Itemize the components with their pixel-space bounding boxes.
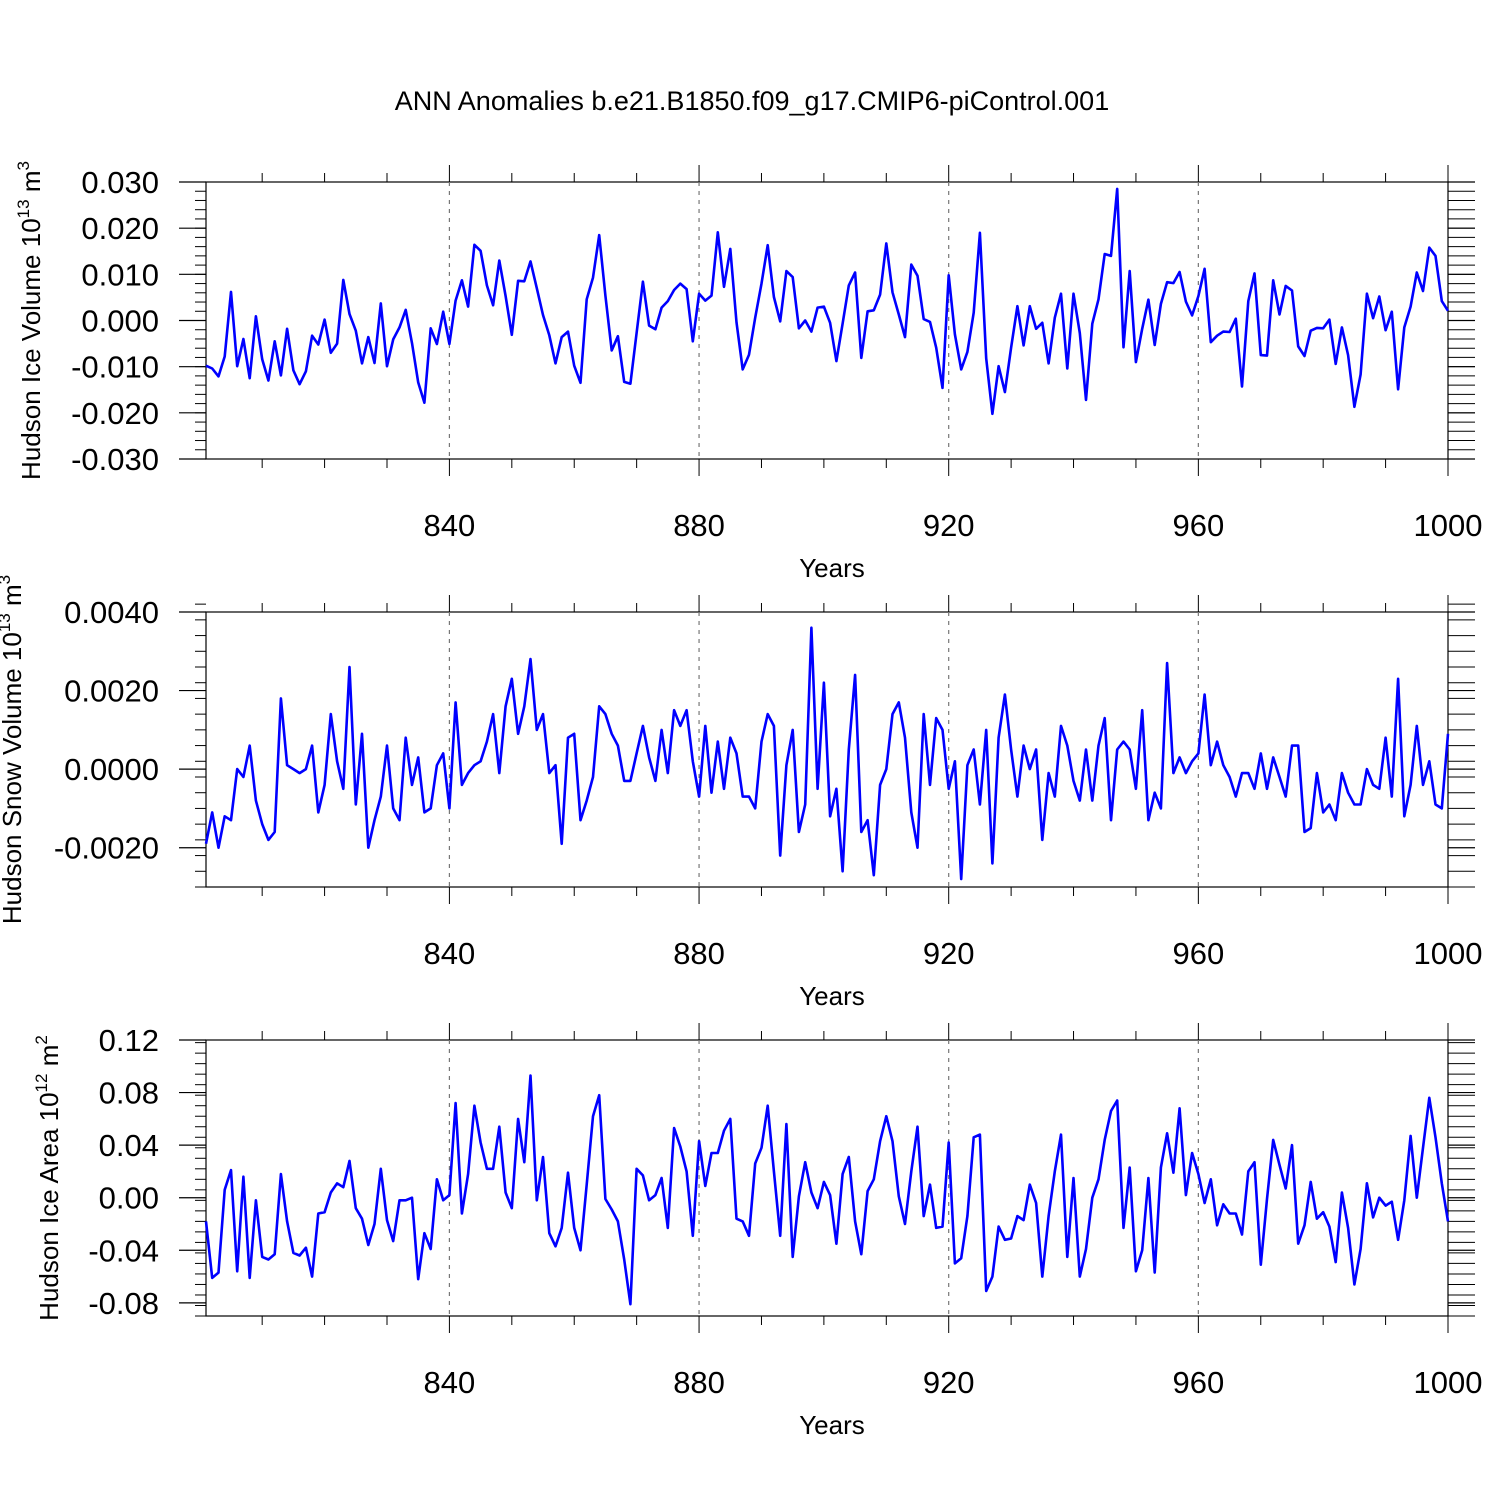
x-tick-label: 920 (923, 1365, 975, 1400)
y-axis-unit-exponent: 13 (0, 613, 14, 632)
y-tick-label: 0.00 (99, 1181, 159, 1216)
y-axis-unit-power: 3 (0, 575, 14, 584)
y-tick-label: 0.12 (99, 1023, 159, 1058)
x-axis-label: Years (799, 553, 865, 583)
series-line (205, 187, 1450, 416)
y-axis-label-text: Hudson Ice Area 10 (34, 1092, 64, 1320)
y-tick-label: 0.010 (81, 257, 159, 292)
y-axis-unit: m (0, 584, 27, 613)
figure-title: ANN Anomalies b.e21.B1850.f09_g17.CMIP6-… (395, 86, 1109, 116)
x-tick-label: 1000 (1414, 936, 1483, 971)
panel-ice-area: 840 880 920 960 1000 -0.08 -0.04 0.00 0.04 0.08 0.… (32, 1023, 1482, 1440)
plot-frame (205, 611, 1449, 888)
y-tick-label: -0.020 (71, 396, 159, 431)
y-tick-label: 0.0000 (64, 752, 159, 787)
y-tick-label: 0.0040 (64, 595, 159, 630)
x-axis-label: Years (799, 981, 865, 1011)
y-axis-unit: m (34, 1045, 64, 1074)
x-tick-label: 840 (424, 1365, 476, 1400)
plot-frame (205, 181, 1449, 460)
x-tick-label: 1000 (1414, 1365, 1483, 1400)
x-tick-label: 920 (923, 508, 975, 543)
y-axis-label: Hudson Snow Volume 1013 m3 (0, 575, 27, 924)
y-axis-unit: m (16, 171, 46, 200)
x-tick-label: 1000 (1414, 508, 1483, 543)
y-axis-unit-power: 2 (32, 1035, 51, 1044)
x-tick-label: 960 (1172, 1365, 1224, 1400)
y-axis-label: Hudson Ice Volume 1013 m3 (14, 161, 46, 480)
y-axis-unit-exponent: 13 (14, 199, 33, 218)
y-tick-label: 0.000 (81, 304, 159, 339)
series-line (204, 1074, 1450, 1306)
y-axis-label: Hudson Ice Area 1012 m2 (32, 1035, 64, 1321)
x-tick-label: 840 (424, 936, 476, 971)
series-line (204, 626, 1450, 881)
y-axis-unit-exponent: 12 (32, 1074, 51, 1093)
x-axis-label: Years (799, 1410, 865, 1440)
x-tick-label: 880 (673, 1365, 725, 1400)
y-tick-label: -0.030 (71, 442, 159, 477)
plot-frame (205, 1039, 1449, 1317)
y-tick-label: 0.0020 (64, 674, 159, 709)
x-tick-label: 880 (673, 936, 725, 971)
panel-snow-volume: 840 880 920 960 1000 -0.0020 0.0000 0.0020 0.004… (0, 575, 1482, 1011)
y-tick-label: 0.08 (99, 1076, 159, 1111)
x-tick-label: 880 (673, 508, 725, 543)
y-tick-label: 0.04 (99, 1128, 159, 1163)
y-tick-label: -0.08 (88, 1286, 159, 1321)
y-tick-label: -0.0020 (54, 831, 159, 866)
y-tick-label: 0.030 (81, 165, 159, 200)
y-tick-label: -0.010 (71, 350, 159, 385)
y-tick-label: 0.020 (81, 211, 159, 246)
y-axis-unit-power: 3 (14, 161, 33, 170)
y-axis-label-text: Hudson Ice Volume 10 (16, 218, 46, 480)
x-tick-label: 920 (923, 936, 975, 971)
y-axis-label-text: Hudson Snow Volume 10 (0, 632, 27, 924)
x-tick-label: 960 (1172, 936, 1224, 971)
y-tick-label: -0.04 (88, 1233, 159, 1268)
x-tick-label: 960 (1172, 508, 1224, 543)
x-tick-label: 840 (424, 508, 476, 543)
panel-ice-volume: 840 880 920 960 1000 -0.030 -0.020 -0.010 0.000 0… (14, 161, 1482, 583)
